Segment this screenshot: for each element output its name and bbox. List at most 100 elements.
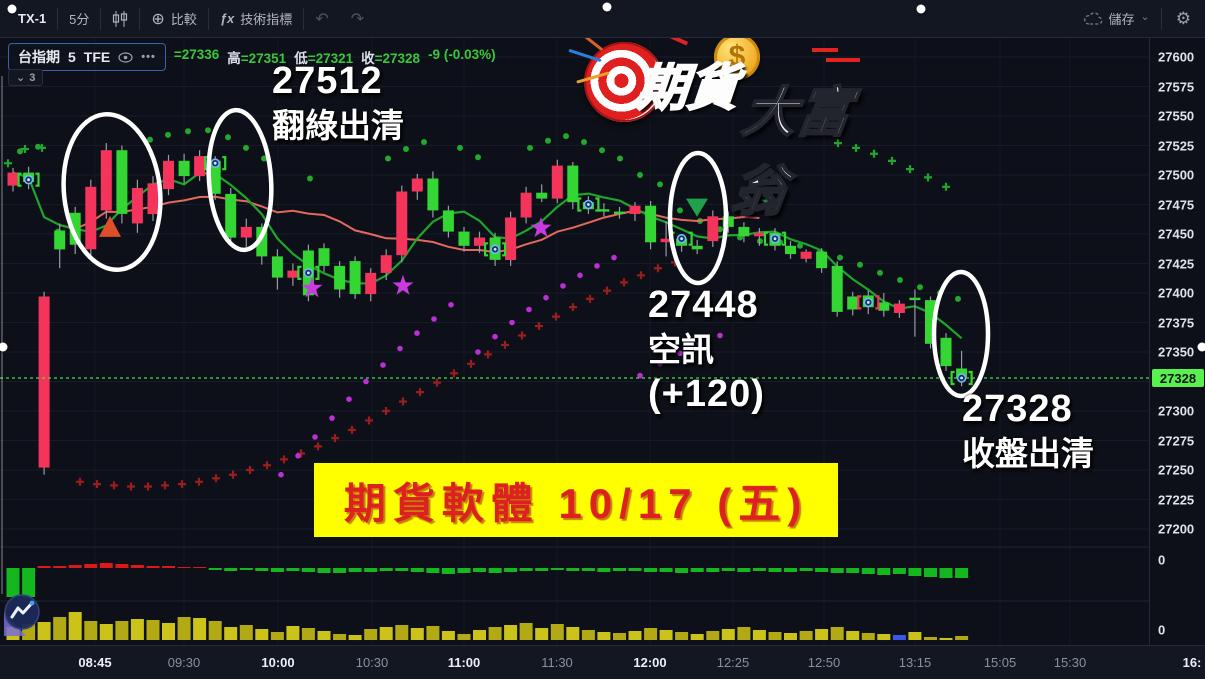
more-options-icon[interactable]: •••	[141, 51, 156, 63]
purple-trail-dot	[594, 263, 600, 269]
oscillator-bar	[613, 568, 626, 571]
oscillator-bar	[379, 568, 393, 571]
candle	[349, 256, 361, 299]
date-banner-drawing[interactable]: 期貨軟體 10/17 (五)	[314, 463, 838, 537]
purple-trail-dot	[677, 350, 683, 357]
green-trail-dot	[797, 242, 803, 249]
short-sar-plus	[924, 173, 932, 182]
purple-trail-dot	[637, 372, 643, 379]
legend-ohlc-item: -9 (-0.03%)	[428, 47, 496, 62]
candle	[271, 249, 283, 290]
price-tick: 27200	[1158, 521, 1195, 537]
volume-bar	[130, 619, 144, 640]
green-trail-dot	[877, 269, 883, 276]
legend-symbol-pill[interactable]: 台指期 5 TFE •••	[8, 43, 166, 71]
panel-zero-tick: 0	[1158, 552, 1166, 568]
drawing-handle[interactable]	[7, 4, 17, 14]
candle	[334, 261, 346, 298]
star-marker	[392, 274, 414, 295]
oscillator-bar	[301, 568, 315, 572]
candle	[474, 231, 485, 253]
volume-bar	[566, 627, 580, 640]
price-axis[interactable]: 27600 27575 27550 27525 27500 27475 27450 27425…	[1149, 0, 1205, 645]
volume-bar	[892, 635, 906, 640]
oscillator-bar	[877, 568, 891, 575]
logo-text-left: 期貨	[634, 59, 741, 117]
chart-style-button[interactable]	[101, 0, 139, 38]
oscillator-bar	[955, 568, 969, 578]
long-sar-plus	[229, 470, 237, 479]
short-sar-plus	[4, 159, 12, 168]
green-trail-dot	[857, 261, 863, 268]
drawing-handle[interactable]	[1197, 342, 1205, 352]
text-annotation-drawing[interactable]: 27328 收盤出清	[962, 390, 1094, 479]
candle	[925, 296, 936, 349]
indicators-button[interactable]: ƒx 技術指標	[209, 0, 303, 38]
text-annotation-drawing[interactable]: 27448 空訊 (+120)	[648, 286, 765, 422]
oscillator-bar	[286, 568, 300, 571]
volume-bar	[37, 622, 51, 640]
eye-visibility-icon[interactable]	[118, 51, 133, 63]
ellipse-drawing[interactable]	[204, 107, 276, 253]
drawing-handle[interactable]	[0, 342, 8, 352]
legend-symbol: 台指期	[18, 49, 60, 65]
short-sar-plus	[834, 139, 842, 148]
bar-count-dropdown[interactable]: ⌄ 3	[8, 69, 44, 86]
oscillator-bar	[410, 568, 424, 572]
long-sar-plus	[178, 480, 186, 489]
long-sar-plus	[331, 434, 339, 443]
save-layout-button[interactable]: 儲存 ⌄	[1073, 0, 1161, 38]
green-trail-dot	[599, 147, 605, 154]
purple-trail-dot	[560, 283, 566, 289]
price-tick: 27525	[1158, 138, 1195, 153]
redo-button[interactable]: ↷	[350, 10, 365, 28]
candle	[847, 291, 859, 316]
purple-trail-dot	[526, 306, 532, 313]
candle	[660, 221, 672, 257]
interval-button[interactable]: 5分	[69, 12, 90, 27]
long-sar-plus	[382, 407, 390, 415]
compare-button[interactable]: ⊕ 比較	[140, 0, 207, 38]
green-trail-dot	[243, 144, 249, 151]
symbol-button[interactable]: TX-1	[18, 11, 47, 26]
purple-trail-dot	[278, 471, 284, 478]
purple-trail-dot	[509, 319, 515, 326]
oscillator-bar	[333, 568, 347, 573]
candle	[240, 218, 252, 247]
ellipse-drawing[interactable]	[931, 269, 991, 399]
time-axis[interactable]: 08:45 09:30 10:00 10:30 11:00 11:30 12:00 12:25…	[0, 645, 1205, 679]
long-sar-plus	[195, 477, 203, 486]
time-tick: 15:05	[983, 655, 1017, 670]
ellipse-drawing[interactable]	[56, 109, 168, 274]
green-trail-dot	[545, 137, 551, 144]
drawing-handle[interactable]	[916, 4, 926, 14]
volume-bar	[488, 627, 502, 640]
purple-trail-dot	[697, 340, 703, 347]
ellipse-drawing[interactable]	[667, 150, 729, 286]
candle	[100, 143, 112, 219]
volume-bar	[597, 632, 611, 640]
oscillator-bar	[566, 568, 580, 571]
legend-exchange: TFE	[83, 49, 111, 65]
undo-button[interactable]: ↶	[315, 10, 329, 28]
oscillator-bar	[504, 568, 518, 572]
settings-gear-button[interactable]: ⚙	[1175, 8, 1191, 28]
volume-bar	[659, 630, 673, 640]
text-annotation-drawing[interactable]: 27512 翻綠出清	[272, 62, 404, 151]
volume-bar	[379, 627, 393, 640]
oscillator-bar	[488, 568, 502, 573]
toolbar-divider	[100, 7, 102, 30]
candle	[427, 171, 439, 218]
price-tick: 27500	[1158, 167, 1195, 183]
oscillator-bar	[799, 568, 813, 571]
candle	[69, 206, 81, 255]
candle	[163, 154, 174, 196]
candle	[722, 211, 734, 233]
price-tick: 27600	[1158, 49, 1195, 65]
time-tick: 08:45	[78, 655, 112, 670]
volume-bar	[675, 632, 689, 640]
volume-bar	[613, 633, 626, 640]
drawing-handle[interactable]	[602, 2, 612, 12]
